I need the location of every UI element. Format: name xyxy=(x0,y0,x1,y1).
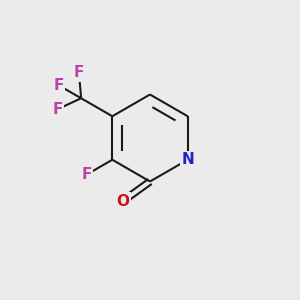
Text: F: F xyxy=(81,167,92,182)
Text: O: O xyxy=(116,194,130,208)
Text: F: F xyxy=(74,65,84,80)
Text: N: N xyxy=(181,152,194,167)
Text: F: F xyxy=(54,78,64,93)
Text: F: F xyxy=(53,101,63,116)
